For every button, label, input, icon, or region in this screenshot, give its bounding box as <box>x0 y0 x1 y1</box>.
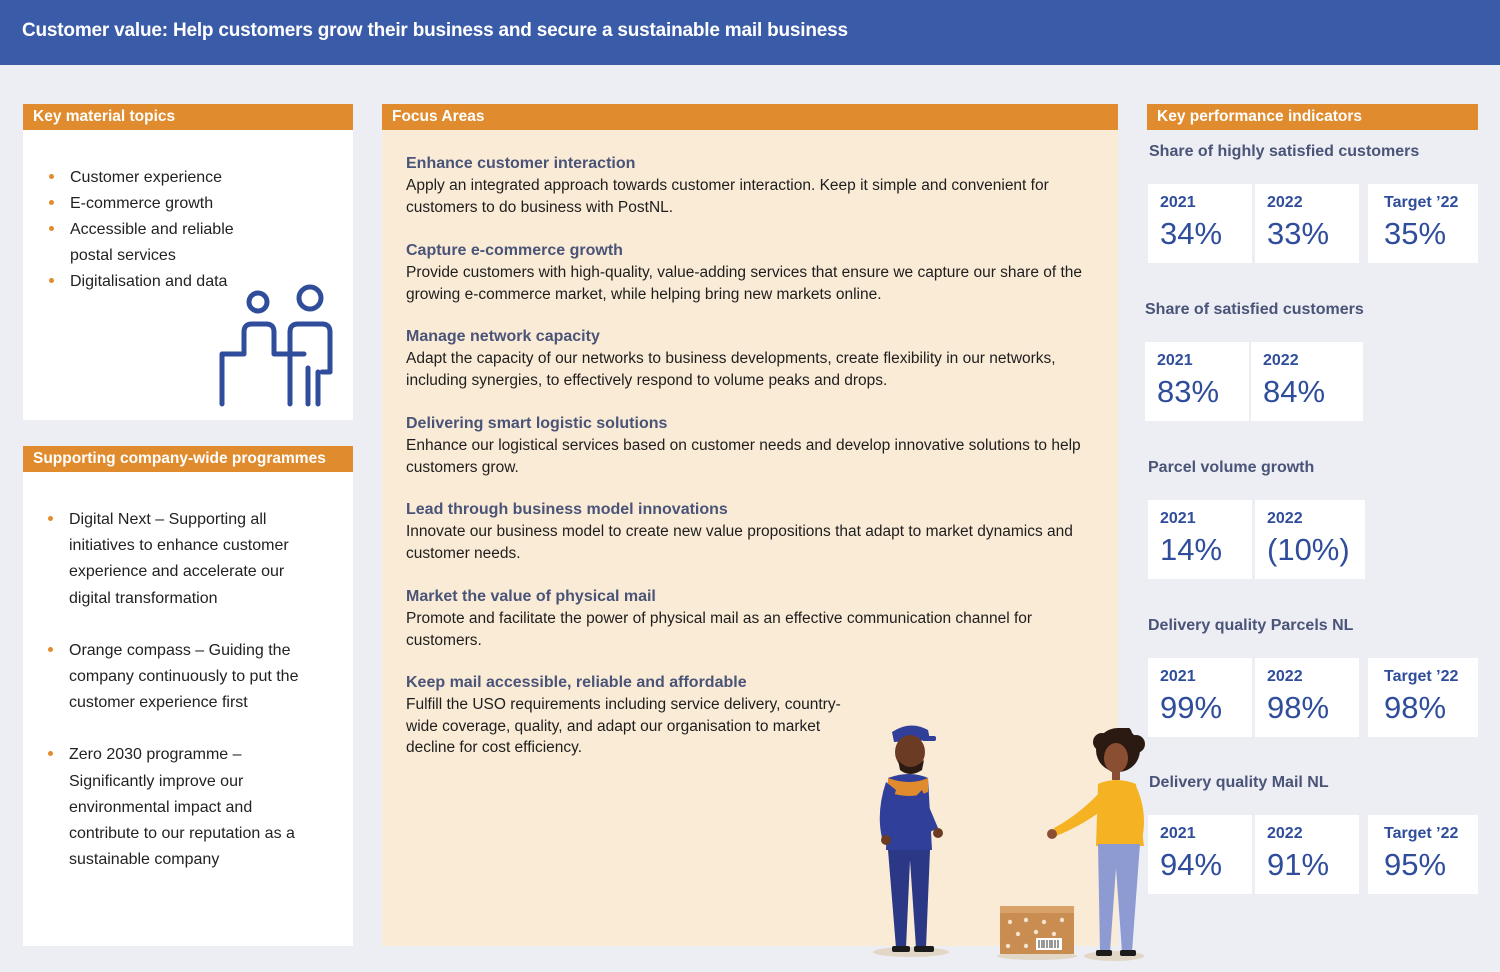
list-item: E-commerce growth <box>46 191 256 217</box>
kpi-year: 2022 <box>1263 352 1299 369</box>
focus-item: Keep mail accessible, reliable and affor… <box>406 672 846 759</box>
kpi-year: 2022 <box>1267 194 1303 211</box>
kpi-year: Target ’22 <box>1384 825 1459 842</box>
focus-heading: Focus Areas <box>382 104 1118 130</box>
kpi-value-box: 2021 83% <box>1145 342 1249 421</box>
kpi-value: 33% <box>1267 216 1330 251</box>
focus-item: Manage network capacity Adapt the capaci… <box>406 326 1096 391</box>
kpi-value: (10%) <box>1267 532 1350 567</box>
kpi-value-box: 2022 98% <box>1255 658 1359 737</box>
programmes-heading: Supporting company-wide programmes <box>23 446 353 472</box>
focus-item-text: Provide customers with high-quality, val… <box>406 264 1083 303</box>
kpi-value: 98% <box>1384 690 1447 725</box>
programmes-panel <box>23 472 353 946</box>
kpi-value: 83% <box>1157 374 1220 409</box>
focus-item-text: Fulfill the USO requirements including s… <box>406 696 841 756</box>
kpi-value-box: 2021 14% <box>1148 500 1252 579</box>
focus-item-text: Enhance our logistical services based on… <box>406 437 1081 476</box>
kpi-value-box: 2021 94% <box>1148 815 1252 894</box>
focus-item-title: Enhance customer interaction <box>406 155 636 172</box>
kpi-value-box: 2021 99% <box>1148 658 1252 737</box>
kpi-value: 91% <box>1267 847 1330 882</box>
focus-item-text: Adapt the capacity of our networks to bu… <box>406 350 1056 389</box>
kpi-year: 2021 <box>1160 825 1196 842</box>
list-item: Accessible and reliable postal services <box>46 217 256 269</box>
page-title: Customer value: Help customers grow thei… <box>22 20 848 41</box>
topics-list: Customer experience E-commerce growth Ac… <box>46 165 256 295</box>
page-header: Customer value: Help customers grow thei… <box>0 0 1500 65</box>
focus-item: Capture e-commerce growth Provide custom… <box>406 240 1096 305</box>
list-item: Orange compass – Guiding the company con… <box>45 638 315 717</box>
focus-item-text: Apply an integrated approach towards cus… <box>406 177 1049 216</box>
kpi-year: Target ’22 <box>1384 668 1459 685</box>
people-at-counter-icon <box>219 284 333 407</box>
kpi-value-box: 2022 91% <box>1255 815 1359 894</box>
kpi-year: 2022 <box>1267 825 1303 842</box>
focus-item: Lead through business model innovations … <box>406 499 1096 564</box>
kpi-value: 94% <box>1160 847 1223 882</box>
kpi-value: 98% <box>1267 690 1330 725</box>
focus-item-title: Delivering smart logistic solutions <box>406 415 668 432</box>
topics-panel <box>23 130 353 420</box>
focus-item-title: Capture e-commerce growth <box>406 242 623 259</box>
kpi-year: 2022 <box>1267 668 1303 685</box>
list-item: Customer experience <box>46 165 256 191</box>
kpi-value: 34% <box>1160 216 1223 251</box>
kpi-year: 2021 <box>1160 668 1196 685</box>
kpi-value: 84% <box>1263 374 1326 409</box>
kpi-value: 35% <box>1384 216 1447 251</box>
focus-panel <box>382 130 1118 946</box>
parcel-box-icon <box>997 906 1077 960</box>
kpi-year: Target ’22 <box>1384 194 1459 211</box>
kpi-group-title: Delivery quality Mail NL <box>1149 774 1329 791</box>
kpi-value-box: 2022 (10%) <box>1255 500 1365 579</box>
kpi-group-title: Parcel volume growth <box>1148 459 1315 476</box>
kpi-group-title: Delivery quality Parcels NL <box>1148 617 1354 634</box>
focus-item: Enhance customer interaction Apply an in… <box>406 153 1096 218</box>
focus-item: Delivering smart logistic solutions Enha… <box>406 413 1096 478</box>
kpi-value-box: 2022 33% <box>1255 184 1359 263</box>
focus-item: Market the value of physical mail Promot… <box>406 586 1096 651</box>
customer-illustration <box>1047 728 1145 961</box>
focus-item-title: Lead through business model innovations <box>406 501 728 518</box>
kpi-value: 14% <box>1160 532 1223 567</box>
kpi-year: 2022 <box>1267 510 1303 527</box>
focus-item-title: Keep mail accessible, reliable and affor… <box>406 674 747 691</box>
kpi-value-box: Target ’22 95% <box>1368 815 1478 894</box>
focus-item-title: Market the value of physical mail <box>406 588 656 605</box>
kpi-year: 2021 <box>1160 194 1196 211</box>
kpi-value-box: 2021 34% <box>1148 184 1252 263</box>
kpi-year: 2021 <box>1157 352 1193 369</box>
kpi-group-title: Share of satisfied customers <box>1145 301 1364 318</box>
topics-heading: Key material topics <box>23 104 353 130</box>
focus-item-title: Manage network capacity <box>406 328 600 345</box>
focus-item-text: Promote and facilitate the power of phys… <box>406 610 1033 649</box>
list-item: Zero 2030 programme – Significantly impr… <box>45 742 315 873</box>
kpi-group-title: Share of highly satisfied customers <box>1149 143 1420 160</box>
programmes-list: Digital Next – Supporting all initiative… <box>45 507 315 899</box>
kpi-value: 99% <box>1160 690 1223 725</box>
kpi-value: 95% <box>1384 847 1447 882</box>
courier-illustration <box>873 725 949 957</box>
kpi-heading: Key performance indicators <box>1147 104 1478 130</box>
kpi-value-box: Target ’22 35% <box>1368 184 1478 263</box>
focus-item-text: Innovate our business model to create ne… <box>406 523 1073 562</box>
kpi-year: 2021 <box>1160 510 1196 527</box>
kpi-value-box: 2022 84% <box>1251 342 1363 421</box>
list-item: Digital Next – Supporting all initiative… <box>45 507 315 612</box>
kpi-value-box: Target ’22 98% <box>1368 658 1478 737</box>
list-item: Digitalisation and data <box>46 269 256 295</box>
